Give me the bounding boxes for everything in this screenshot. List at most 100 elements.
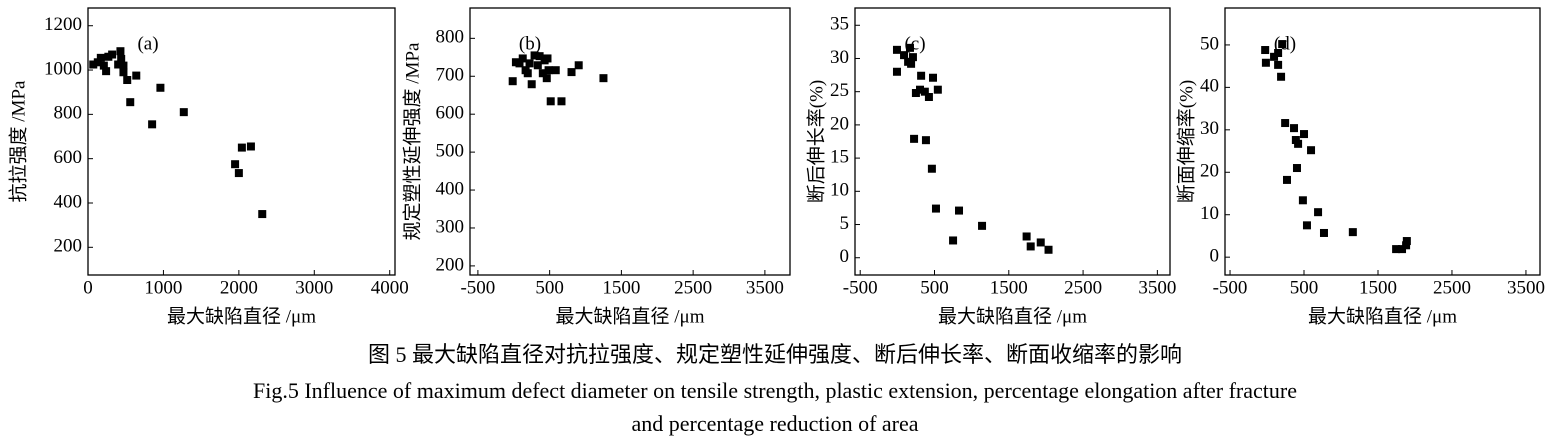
point xyxy=(1294,139,1303,148)
point xyxy=(535,52,544,61)
point xyxy=(544,66,553,75)
point xyxy=(1392,245,1401,254)
y-axis-label: 规定塑性延伸强度 /MPa xyxy=(401,42,423,240)
y-tick-label: 10 xyxy=(1200,203,1219,224)
point xyxy=(1277,72,1286,81)
x-tick-label: 1500 xyxy=(1359,277,1397,298)
y-tick-label: 400 xyxy=(54,191,83,212)
x-tick-label: 1500 xyxy=(990,277,1028,298)
point xyxy=(246,142,255,151)
point xyxy=(599,74,608,83)
y-tick-label: 600 xyxy=(54,147,83,168)
x-tick-label: -500 xyxy=(460,277,495,298)
point xyxy=(920,87,929,96)
y-tick-label: 800 xyxy=(436,27,465,48)
y-tick-label: 600 xyxy=(436,103,465,124)
point xyxy=(1270,52,1279,61)
point xyxy=(1398,245,1407,254)
point xyxy=(148,120,157,129)
x-tick-label: 500 xyxy=(1290,277,1319,298)
caption-en: Fig.5 Influence of maximum defect diamet… xyxy=(253,378,1297,403)
point xyxy=(523,69,532,78)
x-tick-label: 0 xyxy=(83,277,93,298)
point xyxy=(518,54,527,63)
x-tick-label: 3500 xyxy=(1507,277,1545,298)
x-tick-label: 3500 xyxy=(1138,277,1176,298)
point xyxy=(907,59,916,68)
point xyxy=(525,59,534,68)
point xyxy=(1298,196,1307,205)
y-tick-label: 500 xyxy=(436,140,465,161)
point xyxy=(123,76,132,85)
point xyxy=(911,89,920,98)
point xyxy=(1307,146,1316,155)
x-tick-label: 2500 xyxy=(1433,277,1471,298)
point xyxy=(102,67,111,76)
point xyxy=(543,54,552,63)
point xyxy=(557,97,566,106)
point xyxy=(1402,241,1411,250)
x-tick-label: 1500 xyxy=(602,277,640,298)
x-tick-label: -500 xyxy=(1213,277,1248,298)
point xyxy=(117,54,126,63)
point xyxy=(99,61,108,70)
x-axis-label: 最大缺陷直径 /μm xyxy=(938,305,1087,327)
y-tick-label: 20 xyxy=(1200,161,1219,182)
point xyxy=(179,108,188,117)
point xyxy=(546,97,555,106)
point xyxy=(1292,164,1301,173)
point xyxy=(108,50,117,59)
y-tick-label: 5 xyxy=(840,213,850,234)
x-tick-label: 4000 xyxy=(371,277,409,298)
point xyxy=(542,74,551,83)
x-tick-label: 3000 xyxy=(295,277,333,298)
x-tick-label: 2000 xyxy=(220,277,258,298)
point xyxy=(1026,242,1035,251)
point xyxy=(955,206,964,215)
point xyxy=(1281,119,1290,128)
point xyxy=(978,221,987,230)
point xyxy=(910,134,919,143)
x-tick-label: -500 xyxy=(843,277,878,298)
point xyxy=(1314,208,1323,217)
point xyxy=(905,43,914,52)
point xyxy=(1402,237,1411,246)
point xyxy=(530,51,539,60)
point xyxy=(93,58,102,67)
y-axis-label: 断后伸长率(%) xyxy=(805,80,827,203)
point xyxy=(231,160,240,169)
y-tick-label: 300 xyxy=(436,216,465,237)
y-tick-label: 800 xyxy=(54,103,83,124)
point xyxy=(1261,58,1270,67)
point xyxy=(1274,60,1283,69)
x-tick-label: 1000 xyxy=(144,277,182,298)
point xyxy=(237,143,246,152)
point xyxy=(114,60,123,69)
point xyxy=(908,53,917,62)
plot-frame xyxy=(854,7,1171,276)
point xyxy=(1261,46,1270,55)
y-tick-label: 400 xyxy=(436,178,465,199)
point xyxy=(1036,238,1045,247)
point xyxy=(1278,40,1287,49)
point xyxy=(1348,228,1357,237)
x-tick-label: 500 xyxy=(535,277,564,298)
y-tick-label: 15 xyxy=(830,146,849,167)
y-tick-label: 700 xyxy=(436,65,465,86)
y-tick-label: 25 xyxy=(830,80,849,101)
x-tick-label: 2500 xyxy=(1064,277,1102,298)
point xyxy=(527,80,536,89)
point xyxy=(892,67,901,76)
x-tick-label: 500 xyxy=(920,277,949,298)
point xyxy=(533,61,542,70)
point xyxy=(551,66,560,75)
x-axis-label: 最大缺陷直径 /μm xyxy=(1308,305,1457,327)
point xyxy=(929,73,938,82)
point xyxy=(1319,228,1328,237)
point xyxy=(1300,130,1309,139)
y-tick-label: 0 xyxy=(840,246,850,267)
point xyxy=(119,68,128,77)
x-tick-label: 3500 xyxy=(746,277,784,298)
